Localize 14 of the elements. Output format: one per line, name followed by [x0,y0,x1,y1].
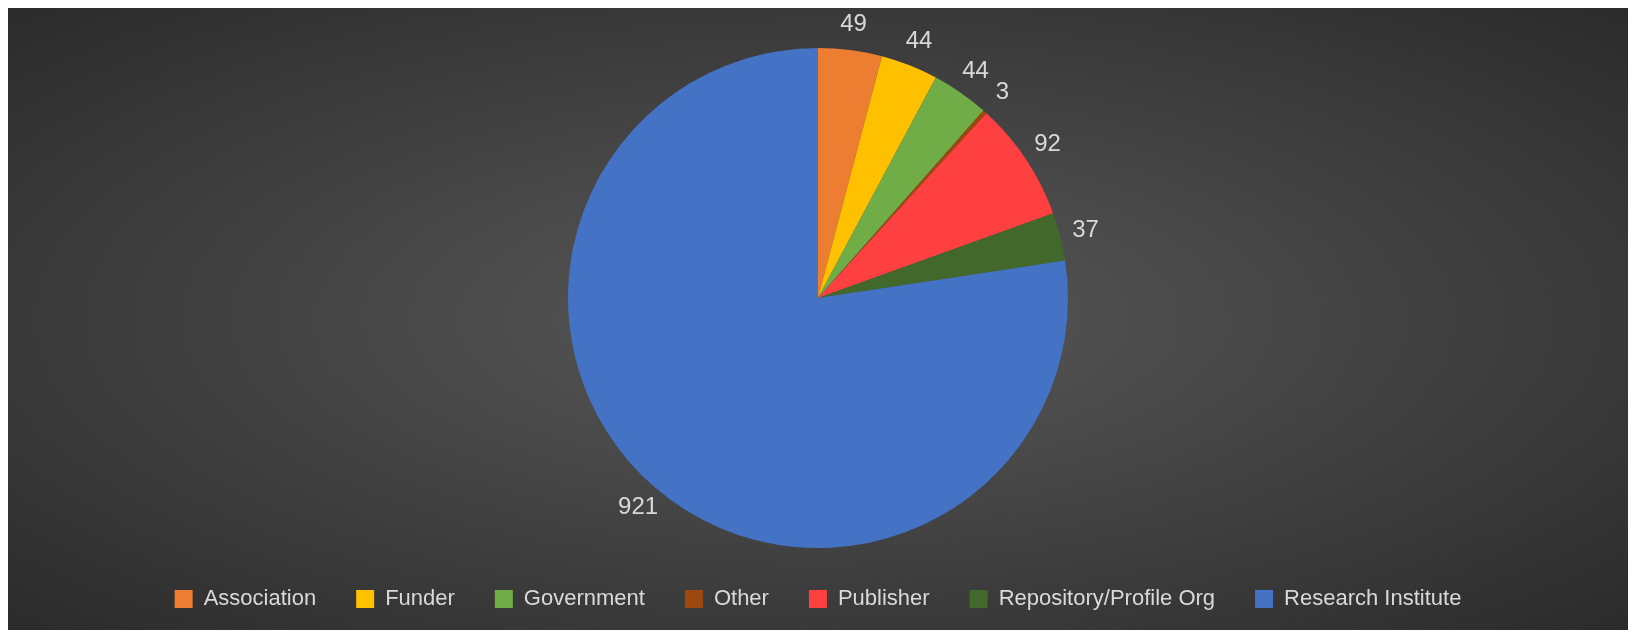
data-label: 3 [995,77,1009,105]
data-label: 92 [1034,129,1061,157]
legend-label: Repository/Profile Org [998,585,1216,611]
legend-label: Funder [385,585,455,611]
legend-label: Research Institute [1284,585,1462,611]
legend-label: Publisher [837,585,930,611]
data-label: 37 [1072,214,1099,242]
legend-label: Association [203,585,317,611]
legend-label: Other [713,585,769,611]
legend-label: Government [523,585,645,611]
data-label: 44 [962,55,989,83]
data-label: 49 [840,8,867,36]
data-label: 921 [618,491,659,519]
data-label: 44 [905,25,933,53]
